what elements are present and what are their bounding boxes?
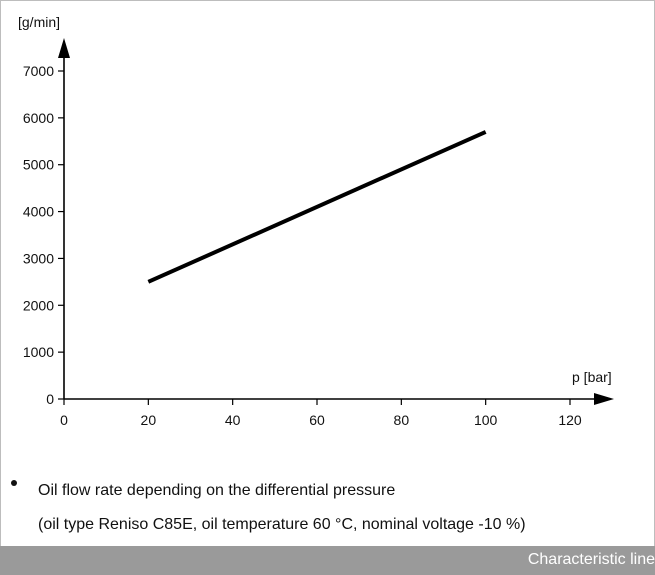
- y-tick-label: 5000: [23, 157, 54, 173]
- x-tick-label: 80: [394, 412, 410, 428]
- x-tick-label: 100: [474, 412, 498, 428]
- y-tick-label: 6000: [23, 110, 54, 126]
- y-axis-title: [g/min]: [18, 14, 60, 30]
- caption-line-1: Oil flow rate depending on the different…: [38, 482, 396, 499]
- y-tick-label: 7000: [23, 63, 54, 79]
- x-tick-label: 120: [558, 412, 582, 428]
- bullet-icon: [11, 480, 17, 486]
- x-axis-arrow-icon: [594, 393, 614, 405]
- y-axis-arrow-icon: [58, 38, 70, 58]
- y-tick-label: 1000: [23, 344, 54, 360]
- x-tick-label: 60: [309, 412, 325, 428]
- ticks: 0 1000 2000 3000 4000 5000 6000 7000 0 20 40 60 80 10…: [23, 63, 582, 428]
- chart: 0 1000 2000 3000 4000 5000 6000 7000 0 20 40 60 80 10…: [18, 14, 614, 428]
- y-tick-label: 4000: [23, 204, 54, 220]
- footer-bar: Characteristic line: [0, 546, 655, 575]
- series: [147, 130, 487, 284]
- x-axis-title: p [bar]: [572, 369, 612, 385]
- footer-label: Characteristic line: [527, 551, 655, 568]
- caption-line-2: (oil type Reniso C85E, oil temperature 6…: [38, 516, 526, 533]
- y-tick-label: 2000: [23, 297, 54, 313]
- y-tick-label: 3000: [23, 250, 54, 266]
- x-tick-label: 40: [225, 412, 241, 428]
- axes: [58, 38, 614, 405]
- series-line: [147, 130, 487, 284]
- x-tick-label: 20: [141, 412, 157, 428]
- x-tick-label: 0: [60, 412, 68, 428]
- y-tick-label: 0: [46, 391, 54, 407]
